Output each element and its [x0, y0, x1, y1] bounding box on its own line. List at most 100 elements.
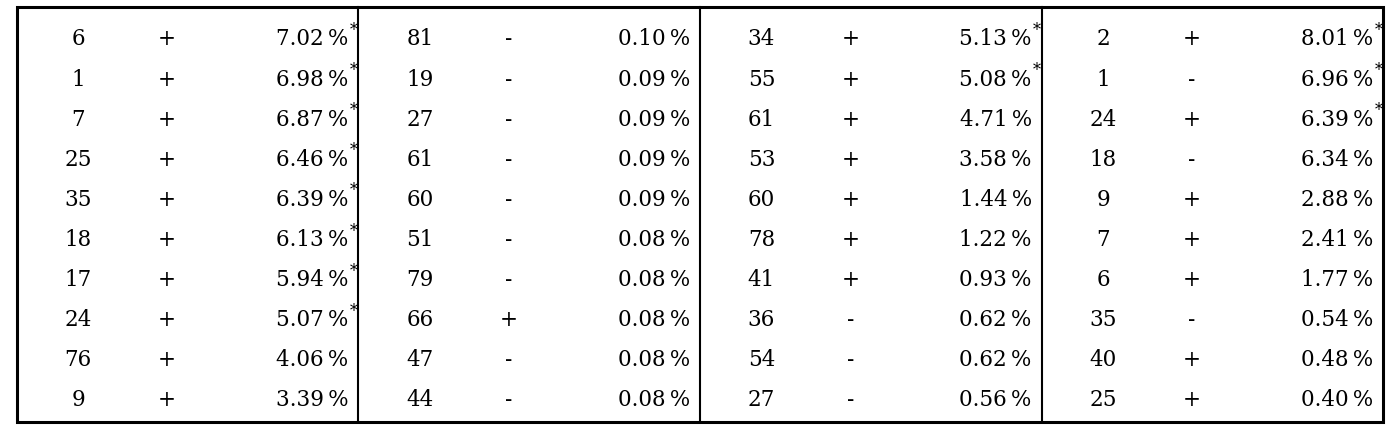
Text: 0.08 %: 0.08 %: [617, 308, 690, 330]
Text: +: +: [1183, 28, 1201, 50]
Text: 1: 1: [71, 68, 85, 90]
Text: 0.62 %: 0.62 %: [959, 308, 1032, 330]
Text: 5.13 %: 5.13 %: [959, 28, 1032, 50]
Text: 55: 55: [748, 68, 776, 90]
Text: *: *: [1033, 62, 1042, 79]
Text: *: *: [1033, 22, 1042, 39]
Text: -: -: [1189, 308, 1196, 330]
Text: +: +: [158, 348, 176, 370]
Text: 24: 24: [64, 308, 92, 330]
Text: +: +: [158, 228, 176, 250]
Text: 4.06 %: 4.06 %: [276, 348, 349, 370]
Text: 53: 53: [748, 148, 776, 170]
Text: 5.08 %: 5.08 %: [959, 68, 1032, 90]
Text: 0.10 %: 0.10 %: [617, 28, 690, 50]
Text: 0.08 %: 0.08 %: [617, 268, 690, 290]
Text: 24: 24: [1089, 108, 1117, 130]
Text: +: +: [841, 228, 860, 250]
Text: -: -: [505, 268, 512, 290]
Text: -: -: [505, 28, 512, 50]
Text: 4.71 %: 4.71 %: [959, 108, 1032, 130]
Text: 0.08 %: 0.08 %: [617, 228, 690, 250]
Text: 34: 34: [748, 28, 776, 50]
Text: +: +: [158, 148, 176, 170]
Text: 0.08 %: 0.08 %: [617, 348, 690, 370]
Text: 51: 51: [406, 228, 434, 250]
Text: 27: 27: [748, 388, 776, 410]
Text: +: +: [841, 268, 860, 290]
Text: *: *: [350, 182, 358, 199]
Text: *: *: [350, 222, 358, 239]
Text: *: *: [350, 62, 358, 79]
Text: 0.93 %: 0.93 %: [959, 268, 1032, 290]
Text: 3.58 %: 3.58 %: [959, 148, 1032, 170]
Text: 54: 54: [748, 348, 776, 370]
Text: -: -: [1189, 148, 1196, 170]
Text: -: -: [505, 228, 512, 250]
Text: 0.48 %: 0.48 %: [1301, 348, 1373, 370]
Text: 6: 6: [71, 28, 85, 50]
Text: 7.02 %: 7.02 %: [276, 28, 349, 50]
Text: 0.09 %: 0.09 %: [617, 108, 690, 130]
Text: *: *: [1375, 22, 1383, 39]
Text: 19: 19: [406, 68, 434, 90]
Text: 6.87 %: 6.87 %: [276, 108, 349, 130]
Text: 9: 9: [1096, 188, 1110, 210]
Text: 9: 9: [71, 388, 85, 410]
Text: 7: 7: [1096, 228, 1110, 250]
Text: 3.39 %: 3.39 %: [276, 388, 349, 410]
Text: 0.08 %: 0.08 %: [617, 388, 690, 410]
Text: +: +: [500, 308, 518, 330]
Text: 1.77 %: 1.77 %: [1301, 268, 1373, 290]
Text: 0.54 %: 0.54 %: [1301, 308, 1373, 330]
Text: +: +: [841, 188, 860, 210]
Text: +: +: [841, 28, 860, 50]
Text: 60: 60: [748, 188, 776, 210]
Text: 18: 18: [1089, 148, 1117, 170]
Text: -: -: [505, 188, 512, 210]
Text: *: *: [350, 22, 358, 39]
Text: 25: 25: [64, 148, 92, 170]
Text: 1: 1: [1096, 68, 1110, 90]
Text: 81: 81: [406, 28, 434, 50]
Text: -: -: [1189, 68, 1196, 90]
Text: -: -: [505, 388, 512, 410]
Text: +: +: [1183, 108, 1201, 130]
Text: *: *: [1375, 62, 1383, 79]
Text: 6.34 %: 6.34 %: [1301, 148, 1373, 170]
Text: 18: 18: [64, 228, 92, 250]
Text: +: +: [158, 68, 176, 90]
Text: 41: 41: [748, 268, 776, 290]
Text: +: +: [841, 68, 860, 90]
Text: -: -: [847, 388, 854, 410]
Text: -: -: [505, 148, 512, 170]
Text: 5.07 %: 5.07 %: [276, 308, 349, 330]
Text: +: +: [1183, 188, 1201, 210]
Text: 2: 2: [1096, 28, 1110, 50]
Text: 0.09 %: 0.09 %: [617, 188, 690, 210]
Text: *: *: [350, 142, 358, 159]
Text: +: +: [158, 268, 176, 290]
Text: 61: 61: [406, 148, 434, 170]
Text: 44: 44: [406, 388, 434, 410]
Text: -: -: [505, 68, 512, 90]
Text: -: -: [847, 308, 854, 330]
Text: +: +: [1183, 348, 1201, 370]
Text: *: *: [350, 102, 358, 119]
Text: 8.01 %: 8.01 %: [1301, 28, 1373, 50]
Text: 47: 47: [406, 348, 434, 370]
Text: *: *: [1375, 102, 1383, 119]
Text: +: +: [1183, 268, 1201, 290]
Text: 6: 6: [1096, 268, 1110, 290]
Text: 36: 36: [748, 308, 776, 330]
Text: 0.62 %: 0.62 %: [959, 348, 1032, 370]
Text: -: -: [505, 108, 512, 130]
Text: 35: 35: [1089, 308, 1117, 330]
Text: +: +: [1183, 228, 1201, 250]
Text: 5.94 %: 5.94 %: [276, 268, 349, 290]
Text: +: +: [841, 148, 860, 170]
Text: -: -: [847, 348, 854, 370]
Text: +: +: [1183, 388, 1201, 410]
Text: +: +: [158, 28, 176, 50]
Text: 6.98 %: 6.98 %: [276, 68, 349, 90]
